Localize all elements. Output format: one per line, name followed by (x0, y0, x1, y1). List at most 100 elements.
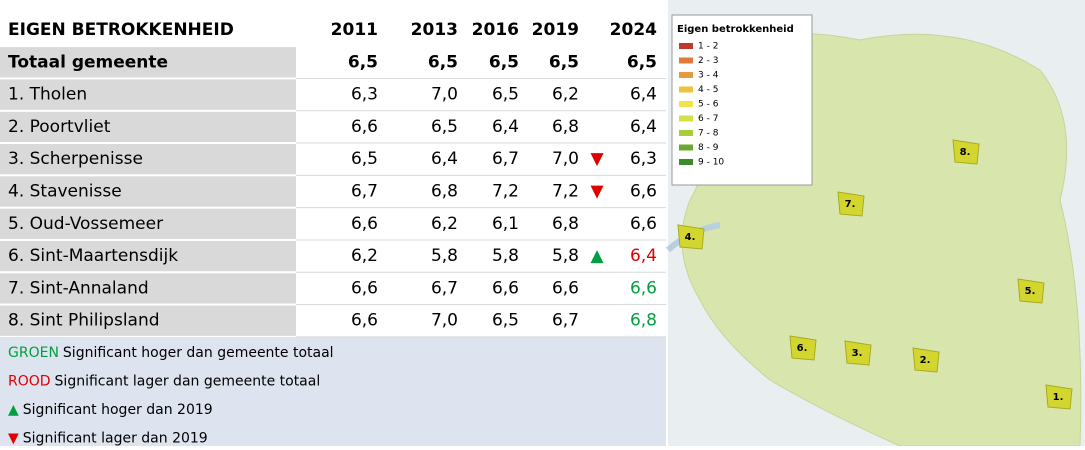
cell-value: 6,2 (351, 246, 378, 266)
cell-value: 6,3 (351, 85, 378, 105)
cell-value: 6,6 (630, 182, 657, 202)
cell-value: 7,0 (431, 311, 458, 331)
legend-swatch (679, 144, 693, 151)
cell-value: 6,6 (552, 278, 579, 298)
legend-label: 7 - 8 (698, 129, 719, 139)
cell-value: 6,5 (431, 117, 458, 137)
cell-value: 7,0 (431, 85, 458, 105)
legend-label: 2 - 3 (698, 56, 718, 66)
label-cell (0, 240, 296, 272)
cell-value: 6,3 (630, 149, 657, 169)
cell-value: 7,2 (552, 182, 579, 202)
legend-label: 3 - 4 (698, 71, 719, 81)
area (837, 191, 865, 217)
area-label: 5. (1025, 286, 1036, 297)
note: GROEN Significant hoger dan gemeente tota… (8, 345, 334, 361)
legend-swatch (679, 43, 693, 49)
cell-value: 6,7 (492, 149, 519, 169)
row-label: 3. Scherpenisse (8, 149, 143, 169)
cell-value: 7,2 (492, 182, 519, 202)
year-header: 2011 (331, 20, 378, 40)
cell-value: 5,8 (492, 246, 519, 266)
legend-swatch (679, 57, 693, 64)
area (952, 139, 980, 165)
area (1017, 278, 1045, 304)
year-header: 2013 (411, 20, 458, 40)
legend-swatch (679, 159, 693, 165)
cell-value: 6,4 (630, 117, 657, 137)
legend-label: 6 - 7 (698, 114, 718, 124)
row-label: 4. Stavenisse (8, 182, 122, 202)
note: ▼ Significant lager dan 2019 (8, 431, 208, 447)
label-cell (0, 144, 296, 175)
note: ▲ Significant hoger dan 2019 (8, 402, 213, 418)
label-cell (0, 79, 296, 110)
cell-value: 6,6 (351, 278, 378, 298)
legend-swatch (679, 86, 693, 93)
cell-value: 6,5 (489, 52, 519, 72)
area-label: 8. (960, 147, 971, 158)
label-cell (0, 47, 296, 78)
cell-value: 6,5 (492, 311, 519, 331)
row-label: 6. Sint-Maartensdijk (8, 246, 178, 266)
cell-value: 6,4 (492, 117, 519, 137)
cell-value: 6,4 (431, 149, 458, 169)
row-label: 7. Sint-Annaland (8, 278, 149, 298)
area (677, 224, 705, 250)
label-cell (0, 273, 296, 304)
map-legend (671, 14, 813, 186)
area-label: 3. (852, 348, 863, 359)
note: ROOD Significant lager dan gemeente totaa… (8, 374, 320, 390)
area (789, 335, 817, 361)
cell-value: 6,6 (351, 214, 378, 234)
cell-value: 6,5 (351, 149, 378, 169)
area (912, 347, 940, 373)
cell-value: 6,5 (549, 52, 579, 72)
cell-value: 6,4 (630, 246, 657, 266)
note-text: Significant hoger dan gemeente totaal (63, 345, 334, 361)
year-header: 2024 (610, 20, 657, 40)
row-label: Totaal gemeente (8, 52, 168, 72)
cell-value: 7,0 (552, 149, 579, 169)
cell-value: 6,7 (351, 182, 378, 202)
legend-label: 9 - 10 (698, 158, 724, 168)
cell-value: 6,6 (630, 278, 657, 298)
label-cell (0, 176, 296, 207)
legend-swatch (679, 115, 693, 122)
cell-value: 6,1 (492, 214, 519, 234)
legend-swatch (679, 101, 693, 107)
note-text: Significant lager dan 2019 (23, 431, 208, 447)
cell-value: 6,6 (351, 117, 378, 137)
note-key: ▲ (8, 402, 19, 418)
legend-label: 1 - 2 (698, 42, 718, 52)
cell-value: 6,8 (552, 117, 579, 137)
cell-value: 6,2 (552, 85, 579, 105)
trend-arrow: ▼ (590, 182, 604, 202)
year-header: 2019 (532, 20, 579, 40)
legend-label: 5 - 6 (698, 100, 719, 110)
cell-value: 5,8 (431, 246, 458, 266)
row-label: 8. Sint Philipsland (8, 311, 160, 331)
cell-value: 6,5 (492, 85, 519, 105)
area-label: 1. (1053, 392, 1064, 403)
cell-value: 6,8 (431, 182, 458, 202)
year-header: 2016 (472, 20, 519, 40)
cell-value: 6,4 (630, 85, 657, 105)
note-text: Significant lager dan gemeente totaal (55, 374, 321, 390)
cell-value: 6,6 (630, 214, 657, 234)
legend-label: 8 - 9 (698, 143, 719, 153)
cell-value: 6,5 (428, 52, 458, 72)
note-key: GROEN (8, 345, 59, 361)
legend-title: Eigen betrokkenheid (677, 24, 794, 35)
trend-arrow: ▼ (590, 149, 604, 169)
note-key: ROOD (8, 374, 51, 390)
cell-value: 6,5 (627, 52, 657, 72)
label-cell (0, 111, 296, 143)
cell-value: 5,8 (552, 246, 579, 266)
area-label: 7. (845, 199, 856, 210)
legend-label: 4 - 5 (698, 85, 718, 95)
area-label: 2. (920, 355, 931, 366)
cell-value: 6,5 (348, 52, 378, 72)
